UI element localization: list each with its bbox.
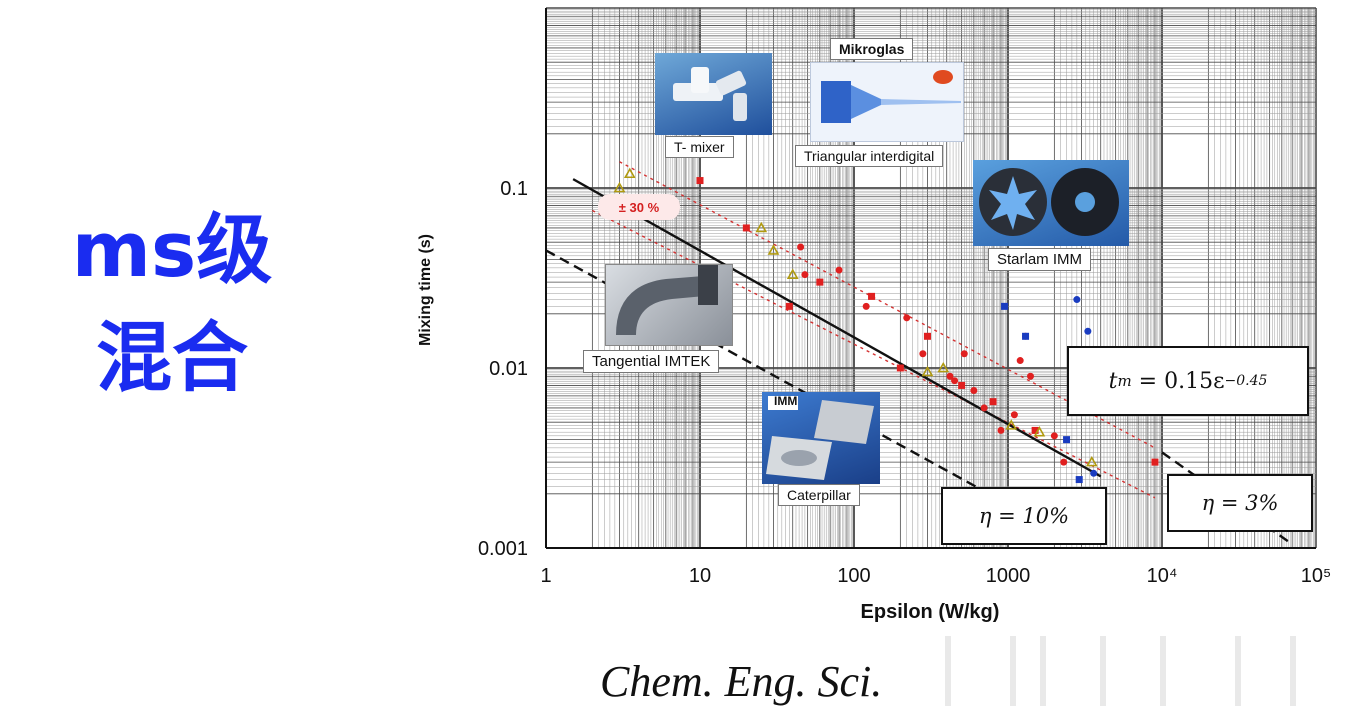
data-point-triangle [786,268,799,279]
watermark-bar [1100,636,1106,706]
triangular-label: Triangular interdigital [795,145,944,167]
data-point-circle [919,350,927,358]
data-point-circle [862,302,870,310]
data-point-triangle [1085,455,1098,467]
data-point-square [1151,458,1159,466]
headline-line-1: ms级 [71,205,273,294]
y-axis-title: Mixing time (s) [417,234,434,346]
citation: Chem. Eng. Sci. [600,657,883,706]
watermark-bar [1010,636,1016,706]
x-tick-label: 100 [837,565,870,587]
data-point-triangle [921,365,934,377]
tolerance-30-label: ± 30 % [598,194,680,220]
data-point-circle [1060,458,1068,466]
data-point-square [989,398,997,406]
data-point-triangle [623,167,636,179]
watermark-bar [1040,636,1046,706]
watermark-bar [1235,636,1241,706]
data-point-square [868,292,876,300]
data-point-triangle [755,221,768,233]
y-tick-label: 0.1 [500,178,528,200]
line-fit [572,178,1102,478]
data-point-circle [797,243,805,251]
data-point-square [742,224,750,232]
headline-line-2: 混合 [96,313,248,402]
starlam-disc-icon [979,168,1119,236]
t-mixer-label: T- mixer [665,136,734,158]
starlam-label: Starlam IMM [988,248,1092,271]
data-point-circle [1090,469,1098,477]
watermark-bar [945,636,951,706]
imm-label: IMM [774,394,798,408]
data-point-square [923,332,931,340]
data-points [613,167,1159,484]
watermark-bar [1290,636,1296,706]
data-point-square [785,302,793,310]
data-point-square [1031,426,1039,434]
data-point-circle [960,350,968,358]
x-axis-title: Epsilon (W/kg) [861,601,1000,623]
x-tick-label: 1 [540,565,551,587]
tangential-mixer-icon [616,265,718,335]
data-point-square [1063,436,1071,444]
data-point-triangle [1033,426,1046,437]
data-point-circle [1010,411,1018,419]
t-mixer-photo [655,53,772,135]
watermark-bar [1160,636,1166,706]
caterpillar-photo [762,392,880,484]
data-point-circle [997,426,1005,434]
data-point-circle [1050,432,1058,440]
data-point-triangle [937,361,950,373]
headline: ms级 混合 [52,196,292,412]
y-tick-label: 0.01 [489,358,528,380]
data-point-square [816,278,824,286]
x-tick-label: 10⁴ [1147,565,1178,587]
tangential-label: Tangential IMTEK [583,350,720,373]
mikroglas-label: Mikroglas [830,38,914,60]
line-band_lower [592,209,1156,499]
x-tick-label: 10 [689,565,711,587]
caterpillar-label: Caterpillar [778,484,860,506]
data-point-circle [946,372,954,380]
data-point-circle [980,404,988,412]
data-point-circle [1027,372,1035,380]
data-point-circle [835,266,843,274]
data-point-triangle [613,181,626,193]
formula-exponent: −0.45 [1224,373,1268,389]
tick-labels: 1 10 100 1000 10⁴ 10⁵ 0.001 0.01 0.1 [478,178,1331,587]
eta-3-box: η = 3% [1167,474,1313,532]
data-point-circle [801,271,809,279]
data-point-circle [951,377,959,385]
t-mixer-icon [673,67,747,121]
formula-subscript: m [1117,372,1132,390]
band-lines [592,161,1156,499]
x-tick-label: 10⁵ [1301,565,1332,587]
data-point-circle [903,314,911,322]
eta-10-box: η = 10% [941,487,1107,545]
line-band_upper [619,161,1156,449]
y-tick-label: 0.001 [478,538,528,560]
data-point-triangle [1005,419,1018,430]
formula-lhs: t [1108,368,1118,394]
data-point-circle [1084,327,1092,335]
data-point-circle [1073,296,1081,304]
tangential-photo [605,264,733,346]
data-point-circle [1016,357,1024,365]
data-point-square [696,177,704,185]
interdigital-mixer-icon [821,70,961,123]
data-point-square [1075,476,1083,484]
triangular-photo [810,62,964,142]
caterpillar-mixer-icon [766,396,874,480]
data-point-square [958,381,966,389]
x-tick-label: 1000 [986,565,1031,587]
data-point-triangle [767,244,780,255]
data-point-circle [970,386,978,394]
formula-rhs: = 0.15ε [1138,368,1225,394]
data-point-square [1001,302,1009,310]
starlam-photo [973,160,1129,246]
data-point-square [1022,332,1030,340]
data-point-square [896,364,904,372]
